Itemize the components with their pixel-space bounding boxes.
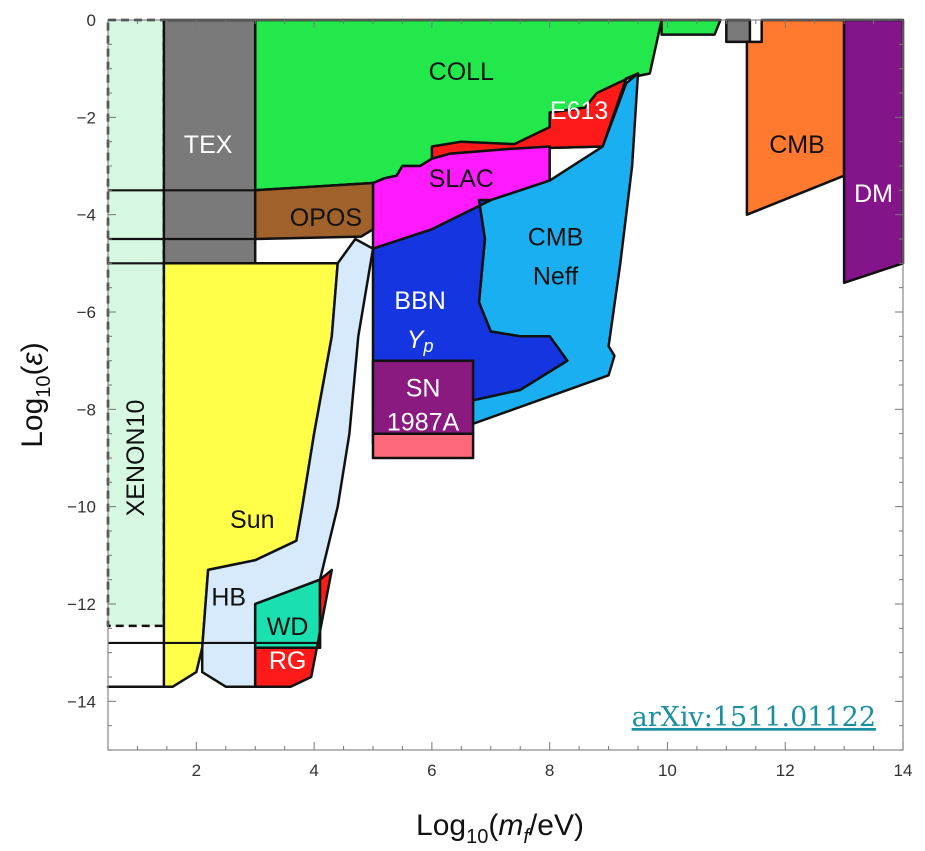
region-labels: COLL TEX E613 SLAC OPOS CMB Neff BBN Yp SN 1987A XE… (122, 58, 893, 675)
label-opos: OPOS (290, 204, 362, 232)
region-hb-13 (200, 237, 375, 688)
exclusion-regions (106, 18, 905, 688)
y-axis-label: Log10(ε) (16, 342, 55, 448)
y-tick-label: −2 (77, 108, 96, 127)
label-neff: Neff (533, 263, 578, 291)
x-tick-label: 6 (427, 761, 436, 780)
x-tick-label: 10 (658, 761, 677, 780)
label-bbn: BBN (394, 287, 445, 315)
region-rg-15 (253, 568, 334, 688)
x-tick-label: 4 (309, 761, 318, 780)
y-axis-ticks: 0 −2 −4 −6 −8 −10 −12 −14 (67, 11, 903, 751)
label-xenon10: XENON10 (122, 400, 150, 517)
label-sn: SN (406, 374, 441, 402)
x-tick-label: 14 (894, 761, 913, 780)
region-extra-4 (725, 18, 752, 44)
label-wd: WD (267, 613, 309, 641)
arxiv-reference-link[interactable]: arXiv:1511.01122 (632, 702, 876, 733)
y-tick-label: −12 (67, 595, 96, 614)
x-tick-label: 8 (545, 761, 554, 780)
label-cmb: CMB (769, 131, 825, 159)
y-tick-label: −10 (67, 498, 96, 517)
x-axis-ticks: 2 4 6 8 10 12 14 (136, 20, 913, 780)
y-tick-label: 0 (87, 11, 96, 30)
label-slac: SLAC (429, 165, 494, 193)
label-e613: E613 (550, 97, 608, 125)
label-1987a: 1987A (387, 409, 460, 437)
x-axis-label: Log10(mf/eV) (416, 809, 584, 848)
label-sun: Sun (230, 506, 274, 534)
label-tex: TEX (184, 131, 233, 159)
boundary-lines (108, 189, 320, 645)
label-cmb: CMB (528, 224, 584, 252)
y-tick-label: −8 (77, 400, 96, 419)
y-tick-label: −6 (77, 303, 96, 322)
region-opos-7 (253, 181, 375, 241)
x-tick-label: 2 (192, 761, 201, 780)
label-hb: HB (211, 584, 246, 612)
label-rg: RG (269, 647, 307, 675)
y-tick-label: −4 (77, 206, 96, 225)
region-dm-17 (842, 18, 905, 285)
region-extra-11 (371, 432, 475, 460)
label-dm: DM (854, 180, 893, 208)
region-xenon10-0 (106, 18, 166, 628)
y-tick-label: −14 (67, 692, 96, 711)
region-coll-2 (660, 18, 722, 36)
label-coll: COLL (429, 58, 494, 86)
label-yp: Yp (407, 326, 434, 356)
x-tick-label: 12 (776, 761, 795, 780)
